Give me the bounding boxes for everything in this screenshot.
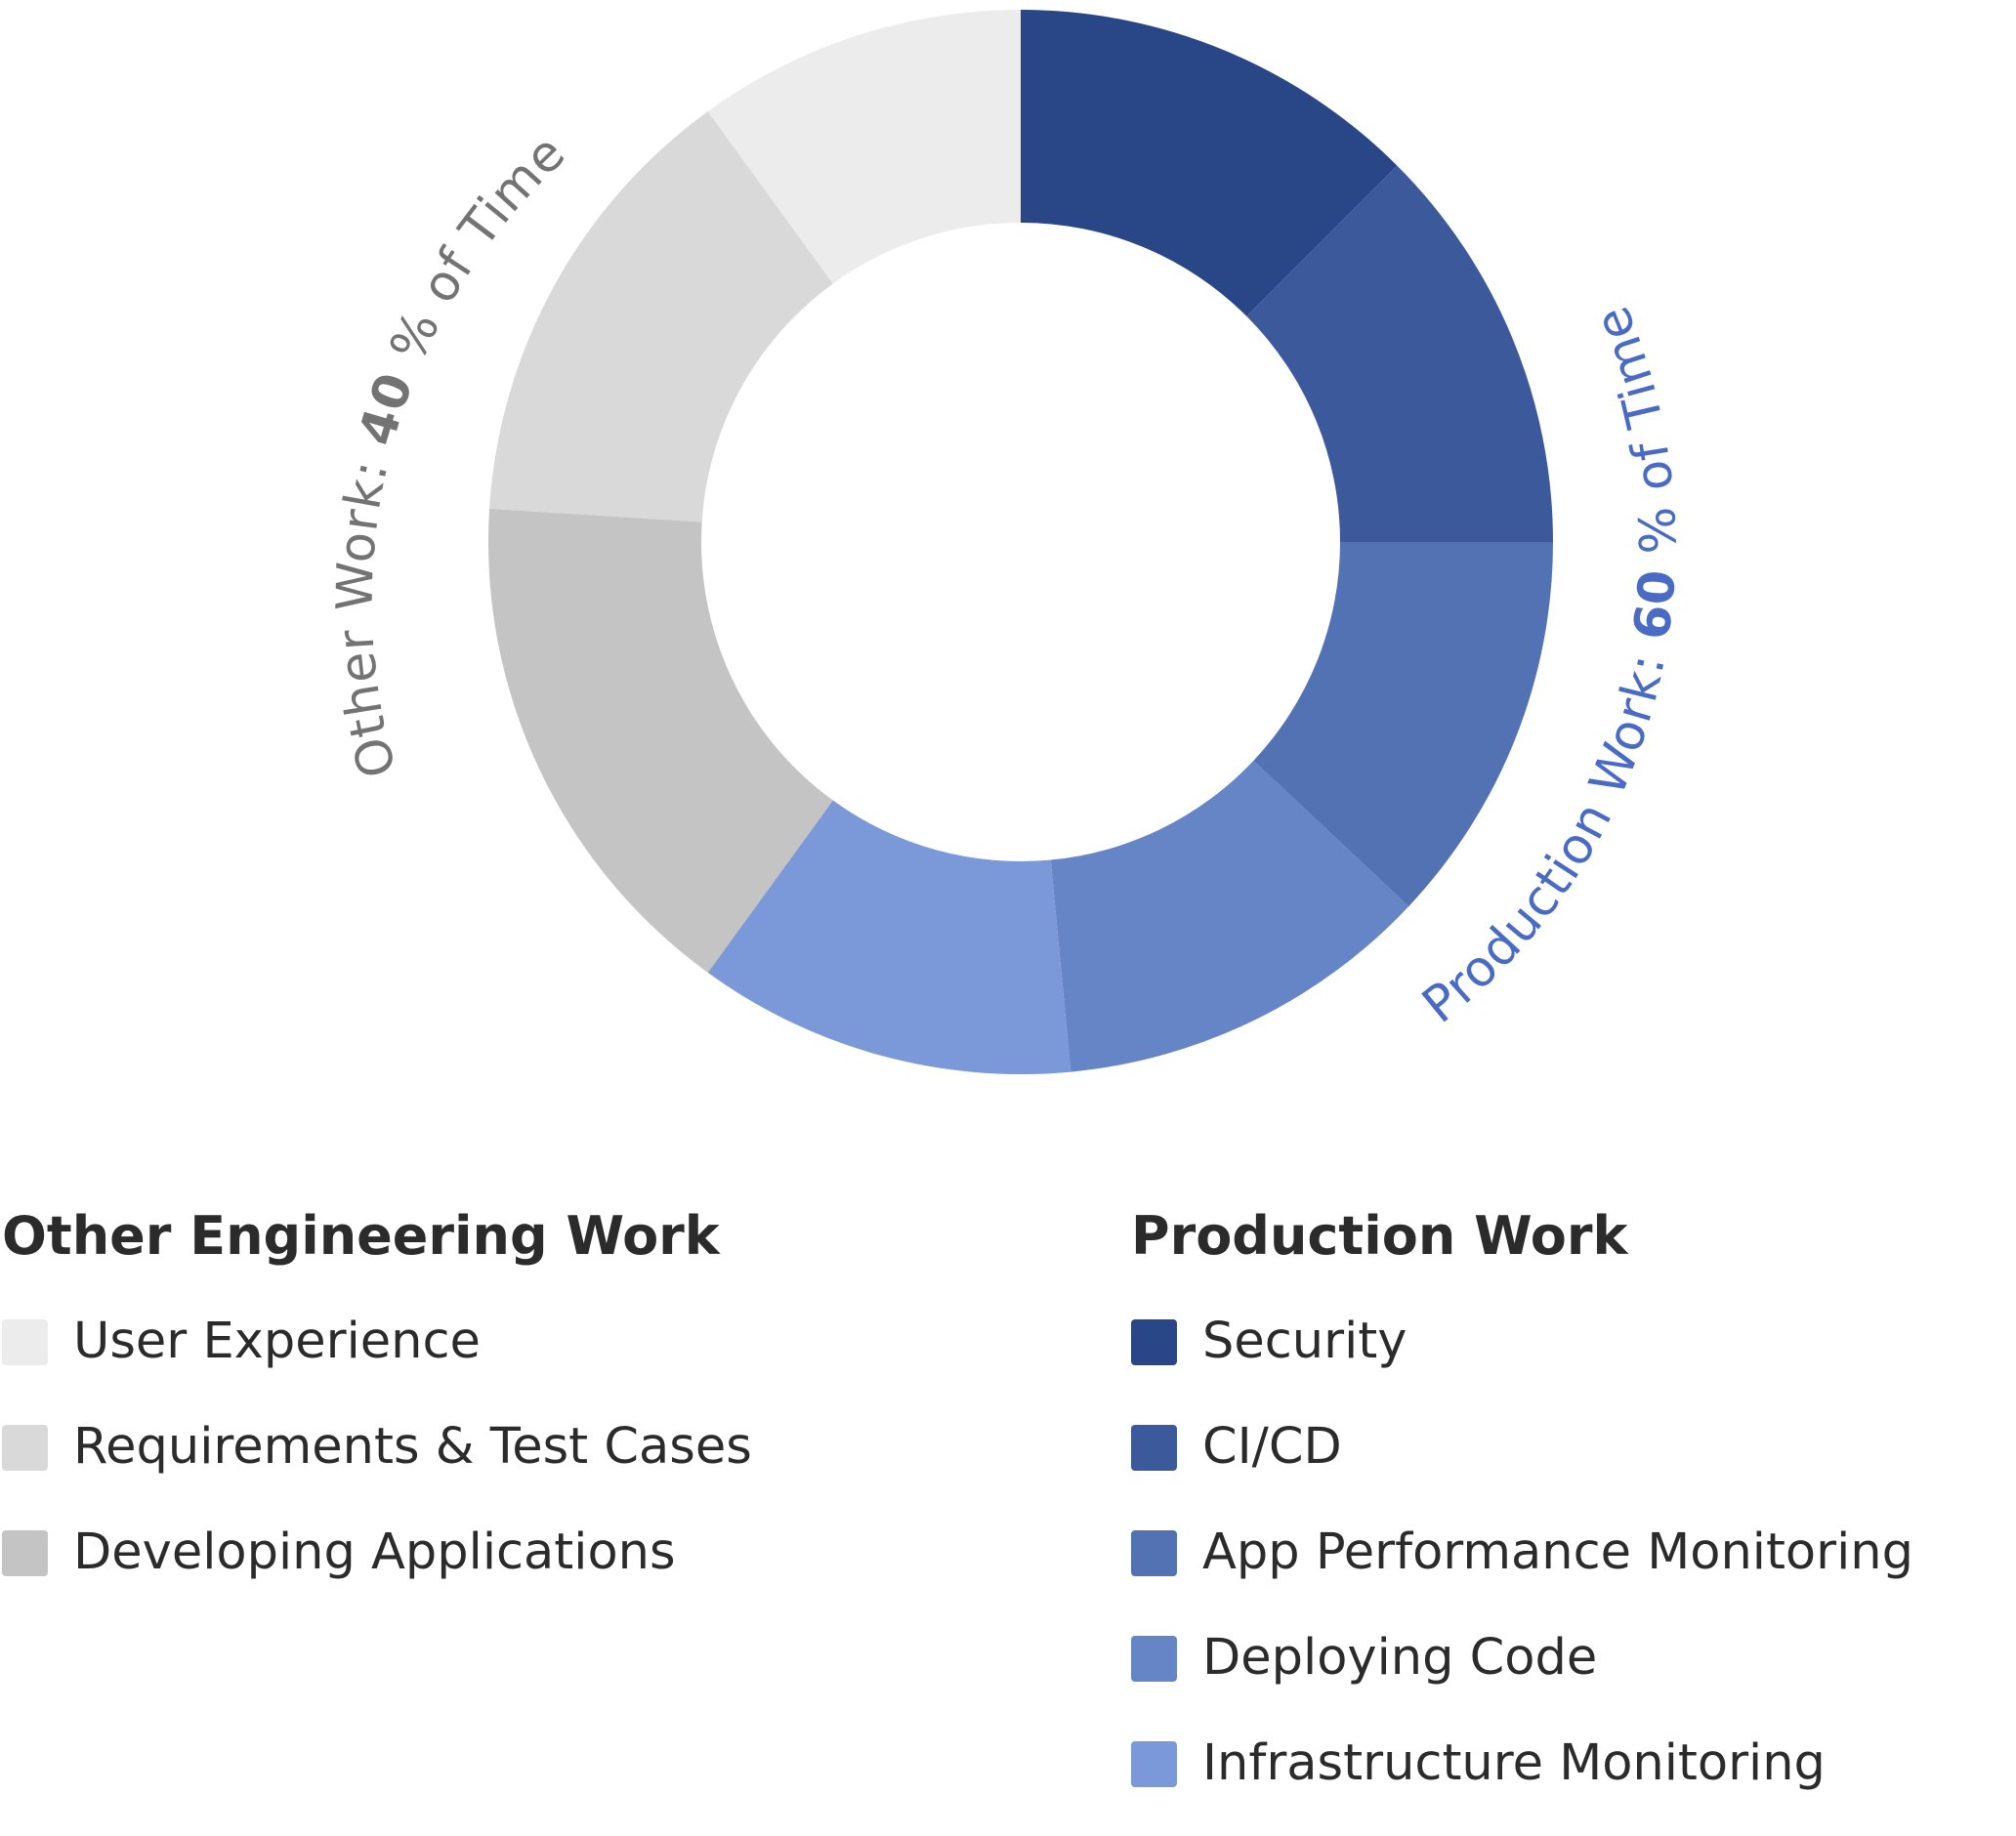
- legend-swatch: [1131, 1424, 1177, 1471]
- legend-title-other: Other Engineering Work: [2, 1205, 720, 1267]
- legend-item-security: Security: [1131, 1309, 2010, 1375]
- production-work-arc-suffix: % of Time: [1583, 298, 1689, 570]
- donut-slice-ci-cd: [1246, 165, 1553, 542]
- legend-swatch: [1131, 1740, 1177, 1787]
- other-work-arc-prefix: Other Work:: [326, 438, 408, 783]
- legend-item-ci-cd: CI/CD: [1131, 1414, 2010, 1481]
- legend-label: Security: [1202, 1313, 1407, 1370]
- donut-slice-deploying-code: [1050, 760, 1409, 1072]
- donut-slice-user-experience: [707, 10, 1021, 284]
- legend-label: Requirements & Test Cases: [73, 1418, 752, 1476]
- legend-item-infrastructure-monitoring: Infrastructure Monitoring: [1131, 1731, 2010, 1797]
- donut-slice-developing-applications: [488, 508, 833, 973]
- legend-label: Deploying Code: [1202, 1629, 1598, 1687]
- legend-label: Developing Applications: [73, 1523, 676, 1581]
- legend-swatch: [1131, 1318, 1177, 1365]
- legend-swatch: [2, 1318, 48, 1365]
- legend-item-requirements-test-cases: Requirements & Test Cases: [2, 1414, 1076, 1481]
- donut-slices: [488, 10, 1553, 1074]
- legend-label: CI/CD: [1202, 1418, 1342, 1476]
- legend-swatch: [1131, 1529, 1177, 1576]
- production-work-arc-value: 60: [1623, 567, 1688, 644]
- legend-label: Infrastructure Monitoring: [1202, 1734, 1826, 1792]
- donut-chart: Other Work: 40 % of Time Production Work…: [326, 10, 1689, 1074]
- legend-swatch: [1131, 1635, 1177, 1682]
- legend-label: App Performance Monitoring: [1202, 1523, 1913, 1581]
- donut-slice-security: [1021, 10, 1398, 316]
- legend-item-developing-applications: Developing Applications: [2, 1520, 1076, 1586]
- legend-swatch: [2, 1424, 48, 1471]
- legend-item-deploying-code: Deploying Code: [1131, 1625, 2010, 1691]
- legend-production-work: Production Work Security CI/CD App Perfo…: [1131, 1203, 2010, 1836]
- donut-slice-requirements-test-cases: [489, 111, 833, 522]
- donut-slice-infrastructure-monitoring: [707, 800, 1071, 1074]
- legend-other-engineering-work: Other Engineering Work User Experience R…: [2, 1203, 1076, 1625]
- legend-item-user-experience: User Experience: [2, 1309, 1076, 1375]
- legend-swatch: [2, 1529, 48, 1576]
- legend-label: User Experience: [73, 1313, 481, 1370]
- legend-title-production: Production Work: [1131, 1205, 1628, 1267]
- donut-slice-app-performance-monitoring: [1253, 542, 1553, 907]
- legend-item-app-performance-monitoring: App Performance Monitoring: [1131, 1520, 2010, 1586]
